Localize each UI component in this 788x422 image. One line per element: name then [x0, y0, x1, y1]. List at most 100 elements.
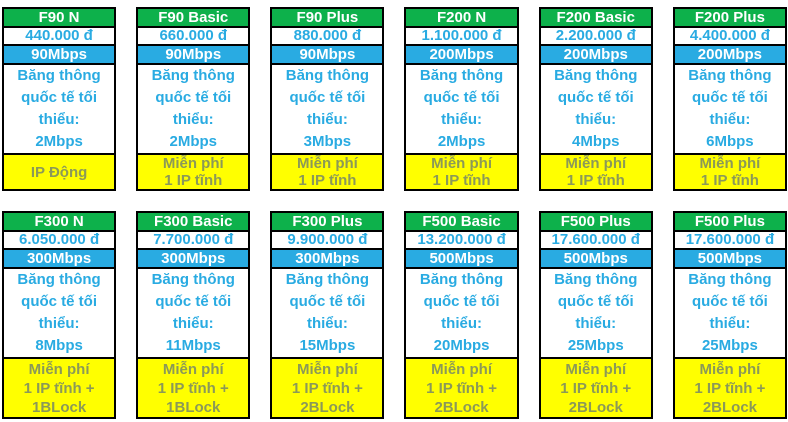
- plan-name: F500 Plus: [540, 213, 651, 232]
- plan-intl-bandwidth: Băng thông quốc tế tối thiểu: 2Mbps: [4, 65, 115, 155]
- plan-price: 2.200.000 đ: [540, 28, 651, 46]
- plan-card: F90 Basic 660.000 đ 90Mbps Băng thông qu…: [136, 7, 251, 191]
- intl-bandwidth-value: 15Mbps: [299, 337, 356, 354]
- plan-ip-offer: Miễn phí 1 IP tĩnh + 2BLock: [406, 359, 517, 417]
- plan-intl-bandwidth: Băng thông quốc tế tối thiểu: 6Mbps: [674, 65, 785, 155]
- plan-card: F500 Basic 13.200.000 đ 500Mbps Băng thô…: [404, 211, 519, 419]
- intl-bandwidth-value: 4Mbps: [571, 133, 620, 150]
- offer-line: 1 IP tĩnh +: [157, 379, 229, 397]
- plan-speed: 200Mbps: [540, 46, 651, 65]
- offer-line: Miễn phí: [162, 155, 224, 172]
- offer-line: 1 IP tĩnh: [566, 172, 625, 189]
- plan-speed: 200Mbps: [674, 46, 785, 65]
- intl-bandwidth-value: 11Mbps: [165, 337, 221, 354]
- plan-ip-offer: Miễn phí 1 IP tĩnh + 1BLock: [138, 359, 249, 417]
- offer-line: Miễn phí: [296, 360, 358, 378]
- offer-line: Miễn phí: [565, 155, 627, 172]
- offer-line: 1BLock: [31, 398, 87, 416]
- plan-name: F500 Plus: [674, 213, 785, 232]
- plan-ip-offer: Miễn phí 1 IP tĩnh: [540, 155, 651, 189]
- plan-ip-offer: Miễn phí 1 IP tĩnh + 1BLock: [4, 359, 115, 417]
- intl-bandwidth-label: Băng thông quốc tế tối thiểu:: [688, 271, 772, 332]
- offer-line: 1 IP tĩnh: [298, 172, 357, 189]
- plan-price: 6.050.000 đ: [4, 232, 115, 250]
- intl-bandwidth-value: 25Mbps: [567, 337, 624, 354]
- plan-card: F200 Basic 2.200.000 đ 200Mbps Băng thôn…: [538, 7, 653, 191]
- offer-line: 1 IP tĩnh: [700, 172, 759, 189]
- plan-price: 4.400.000 đ: [674, 28, 785, 46]
- plan-intl-bandwidth: Băng thông quốc tế tối thiểu: 25Mbps: [674, 269, 785, 359]
- plan-intl-bandwidth: Băng thông quốc tế tối thiểu: 15Mbps: [272, 269, 383, 359]
- plan-price: 880.000 đ: [272, 28, 383, 46]
- intl-bandwidth-label: Băng thông quốc tế tối thiểu:: [688, 67, 772, 128]
- plan-name: F200 Plus: [674, 9, 785, 28]
- plan-card: F500 Plus 17.600.000 đ 500Mbps Băng thôn…: [538, 211, 653, 419]
- plan-intl-bandwidth: Băng thông quốc tế tối thiểu: 2Mbps: [138, 65, 249, 155]
- plan-card: F90 Plus 880.000 đ 90Mbps Băng thông quố…: [270, 7, 385, 191]
- intl-bandwidth-label: Băng thông quốc tế tối thiểu:: [17, 271, 101, 332]
- offer-line: 1 IP tĩnh +: [560, 379, 632, 397]
- intl-bandwidth-value: 3Mbps: [303, 133, 352, 150]
- plan-price: 7.700.000 đ: [138, 232, 249, 250]
- plan-card: F300 N 6.050.000 đ 300Mbps Băng thông qu…: [2, 211, 117, 419]
- plan-speed: 90Mbps: [138, 46, 249, 65]
- plan-name: F300 Basic: [138, 213, 249, 232]
- plan-ip-offer: Miễn phí 1 IP tĩnh: [138, 155, 249, 189]
- plan-speed: 500Mbps: [540, 250, 651, 269]
- plan-ip-offer: Miễn phí 1 IP tĩnh: [272, 155, 383, 189]
- offer-line: Miễn phí: [565, 360, 627, 378]
- plan-card: F500 Plus 17.600.000 đ 500Mbps Băng thôn…: [672, 211, 787, 419]
- offer-line: Miễn phí: [699, 360, 761, 378]
- plan-price: 13.200.000 đ: [406, 232, 517, 250]
- intl-bandwidth-value: 2Mbps: [35, 133, 83, 150]
- plan-speed: 300Mbps: [4, 250, 115, 269]
- intl-bandwidth-label: Băng thông quốc tế tối thiểu:: [419, 271, 504, 332]
- intl-bandwidth-value: 2Mbps: [169, 133, 217, 150]
- offer-line: Miễn phí: [431, 360, 492, 378]
- plan-speed: 300Mbps: [138, 250, 249, 269]
- plan-speed: 90Mbps: [4, 46, 115, 65]
- plan-speed: 90Mbps: [272, 46, 383, 65]
- offer-line: Miễn phí: [162, 360, 224, 378]
- intl-bandwidth-label: Băng thông quốc tế tối thiểu:: [285, 67, 370, 128]
- plan-name: F90 N: [4, 9, 115, 28]
- plan-name: F300 N: [4, 213, 115, 232]
- offer-line: 2BLock: [568, 398, 623, 416]
- offer-line: 1 IP tĩnh: [432, 172, 491, 189]
- plan-price: 440.000 đ: [4, 28, 115, 46]
- offer-line: Miễn phí: [431, 155, 492, 172]
- plan-name: F200 Basic: [540, 9, 651, 28]
- plan-price: 660.000 đ: [138, 28, 249, 46]
- plan-speed: 500Mbps: [406, 250, 517, 269]
- plan-price: 9.900.000 đ: [272, 232, 383, 250]
- plan-name: F500 Basic: [406, 213, 517, 232]
- plan-name: F200 N: [406, 9, 517, 28]
- plan-intl-bandwidth: Băng thông quốc tế tối thiểu: 4Mbps: [540, 65, 651, 155]
- offer-line: 2BLock: [434, 398, 489, 416]
- plan-intl-bandwidth: Băng thông quốc tế tối thiểu: 20Mbps: [406, 269, 517, 359]
- plan-ip-offer: Miễn phí 1 IP tĩnh + 2BLock: [674, 359, 785, 417]
- offer-line: 1 IP tĩnh +: [23, 379, 95, 397]
- offer-line: Miễn phí: [296, 155, 358, 172]
- offer-line: 1 IP tĩnh +: [426, 379, 498, 397]
- plan-speed: 300Mbps: [272, 250, 383, 269]
- plan-ip-offer: Miễn phí 1 IP tĩnh: [674, 155, 785, 189]
- intl-bandwidth-value: 25Mbps: [701, 337, 758, 354]
- intl-bandwidth-label: Băng thông quốc tế tối thiểu:: [17, 67, 101, 128]
- plan-name: F90 Basic: [138, 9, 249, 28]
- offer-line: IP Động: [30, 163, 88, 181]
- plan-price: 17.600.000 đ: [540, 232, 651, 250]
- plan-intl-bandwidth: Băng thông quốc tế tối thiểu: 8Mbps: [4, 269, 115, 359]
- plan-name: F90 Plus: [272, 9, 383, 28]
- plan-card: F200 N 1.100.000 đ 200Mbps Băng thông qu…: [404, 7, 519, 191]
- offer-line: 2BLock: [300, 398, 355, 416]
- intl-bandwidth-value: 2Mbps: [437, 133, 486, 150]
- plan-ip-offer: Miễn phí 1 IP tĩnh + 2BLock: [540, 359, 651, 417]
- plan-ip-offer: IP Động: [4, 155, 115, 189]
- offer-line: 1 IP tĩnh +: [694, 379, 766, 397]
- intl-bandwidth-label: Băng thông quốc tế tối thiểu:: [554, 271, 638, 332]
- plan-price: 1.100.000 đ: [406, 28, 517, 46]
- plan-card: F300 Basic 7.700.000 đ 300Mbps Băng thôn…: [136, 211, 251, 419]
- offer-line: 1 IP tĩnh +: [291, 379, 363, 397]
